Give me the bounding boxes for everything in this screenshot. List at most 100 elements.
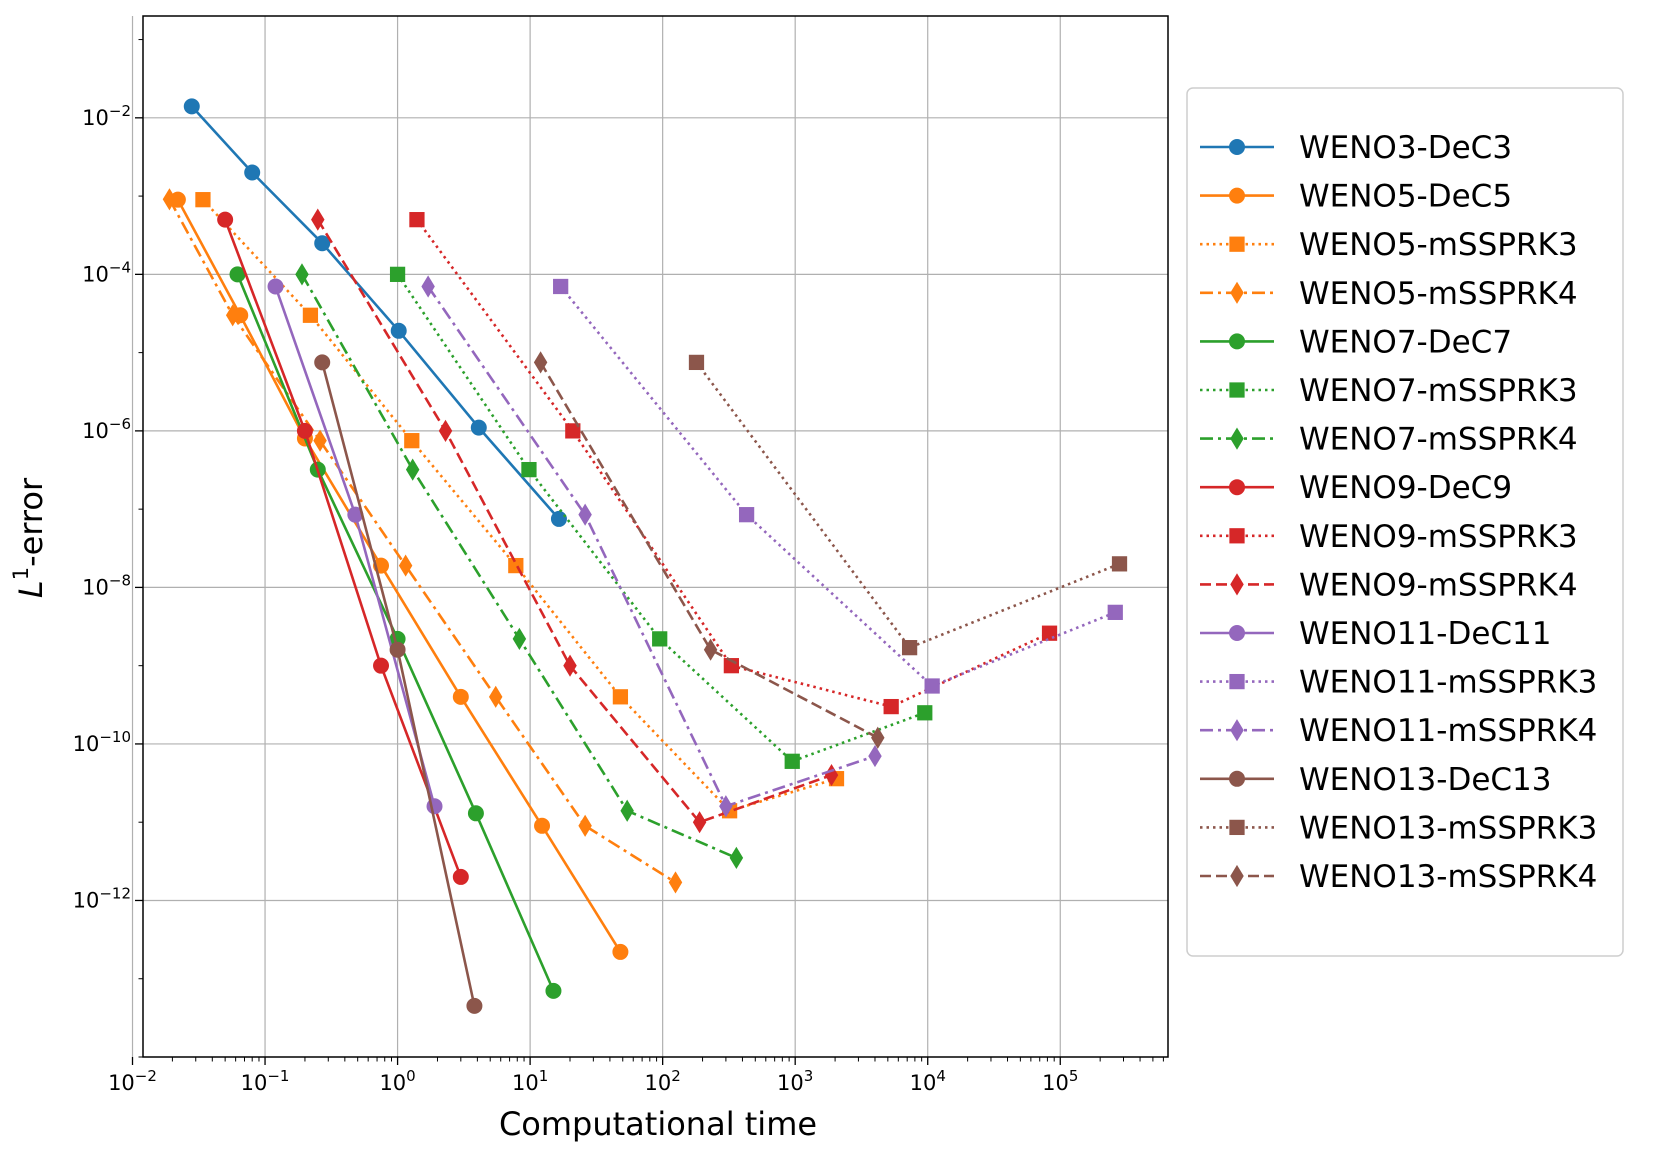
- data-point-weno9-mssprk3: [883, 698, 899, 715]
- series-weno7-mssprk3: [389, 266, 933, 769]
- legend-entry-weno13-dec13: WENO13-DeC13: [1200, 762, 1552, 798]
- data-point-weno9-mssprk4: [438, 419, 453, 442]
- data-point-weno9-mssprk4: [563, 654, 577, 677]
- data-point-weno11-mssprk3: [1107, 604, 1123, 620]
- y-axis-label: L1-error: [9, 477, 50, 598]
- data-point-weno3-dec3: [183, 98, 200, 115]
- legend-marker-weno9-mssprk4: [1230, 573, 1244, 596]
- data-point-weno11-dec11: [267, 278, 284, 295]
- x-tick-label: 10−2: [108, 1067, 157, 1095]
- legend-entry-weno13-mssprk4: WENO13-mSSPRK4: [1200, 859, 1597, 895]
- legend-entry-weno5-dec5: WENO5-DeC5: [1200, 179, 1512, 215]
- legend-entry-weno11-mssprk4: WENO11-mSSPRK4: [1200, 713, 1597, 749]
- data-point-weno5-dec5: [612, 943, 629, 960]
- x-tick-label: 105: [1042, 1067, 1078, 1095]
- legend-label-weno7-mssprk3: WENO7-mSSPRK3: [1299, 373, 1578, 409]
- legend-entry-weno13-mssprk3: WENO13-mSSPRK3: [1200, 810, 1597, 846]
- legend-marker-weno7-dec7: [1229, 333, 1245, 350]
- data-point-weno5-mssprk4: [488, 685, 503, 708]
- data-point-weno11-mssprk3: [553, 278, 569, 295]
- data-point-weno5-mssprk4: [162, 188, 177, 211]
- x-tick-label: 102: [645, 1067, 681, 1095]
- series-weno13-mssprk4: [533, 351, 885, 749]
- data-point-weno3-dec3: [470, 419, 487, 436]
- legend-label-weno5-dec5: WENO5-DeC5: [1299, 179, 1512, 215]
- legend-entry-weno5-mssprk4: WENO5-mSSPRK4: [1200, 276, 1578, 312]
- data-point-weno7-dec7: [545, 982, 562, 999]
- data-point-weno13-mssprk4: [871, 726, 885, 749]
- legend-marker-weno13-dec13: [1229, 770, 1245, 787]
- legend-entry-weno11-mssprk3: WENO11-mSSPRK3: [1200, 665, 1597, 701]
- legend-label-weno13-mssprk3: WENO13-mSSPRK3: [1299, 810, 1597, 846]
- series-line-weno11-mssprk3: [559, 285, 1116, 688]
- legend-marker-weno13-mssprk3: [1229, 819, 1245, 836]
- data-point-weno5-mssprk4: [668, 871, 683, 894]
- data-point-weno7-mssprk3: [389, 266, 406, 282]
- legend-entry-weno3-dec3: WENO3-DeC3: [1200, 130, 1512, 166]
- legend-entry-weno5-mssprk3: WENO5-mSSPRK3: [1200, 227, 1578, 263]
- data-point-weno3-dec3: [390, 322, 407, 339]
- series-line-weno11-mssprk4: [427, 285, 876, 808]
- legend-label-weno5-mssprk4: WENO5-mSSPRK4: [1299, 276, 1578, 312]
- data-point-weno11-mssprk4: [719, 795, 733, 818]
- data-point-weno13-dec13: [314, 354, 331, 371]
- data-point-weno7-mssprk4: [620, 799, 634, 822]
- data-point-weno7-mssprk3: [652, 631, 668, 647]
- data-point-weno13-mssprk3: [901, 640, 918, 656]
- data-point-weno11-mssprk3: [738, 507, 755, 523]
- data-point-weno5-dec5: [534, 817, 551, 834]
- data-point-weno5-mssprk3: [302, 307, 319, 323]
- legend: WENO3-DeC3 WENO5-DeC5 WENO5-mSSPRK3 WENO5-m…: [1186, 87, 1624, 957]
- data-point-weno5-mssprk3: [404, 433, 420, 449]
- legend-marker-weno5-dec5: [1229, 187, 1245, 204]
- legend-marker-weno5-mssprk4: [1230, 281, 1244, 304]
- data-point-weno5-mssprk4: [578, 814, 592, 837]
- legend-label-weno7-dec7: WENO7-DeC7: [1299, 324, 1512, 360]
- plot-frame: [142, 15, 1169, 1058]
- data-point-weno5-mssprk3: [195, 192, 211, 208]
- data-point-weno13-dec13: [466, 997, 483, 1014]
- x-axis-label: Computational time: [499, 1105, 817, 1143]
- grid: [131, 16, 1168, 1057]
- y-axis-label-rest: -error: [12, 477, 50, 567]
- legend-entry-weno9-mssprk4: WENO9-mSSPRK4: [1200, 567, 1578, 603]
- legend-marker-weno7-mssprk3: [1229, 382, 1245, 398]
- plot-series: [162, 98, 1128, 1014]
- series-weno7-dec7: [229, 266, 562, 999]
- x-tick-label: 103: [777, 1067, 813, 1095]
- data-point-weno11-mssprk4: [868, 744, 882, 768]
- series-weno9-dec9: [217, 211, 469, 885]
- series-weno11-mssprk3: [553, 278, 1123, 694]
- data-point-weno9-mssprk4: [311, 208, 325, 231]
- legend-entry-weno9-mssprk3: WENO9-mSSPRK3: [1200, 519, 1578, 555]
- legend-marker-weno7-mssprk4: [1230, 427, 1244, 450]
- data-point-weno5-mssprk4: [225, 304, 240, 327]
- x-tick-label: 104: [910, 1067, 946, 1095]
- data-point-weno7-mssprk3: [521, 461, 537, 478]
- data-point-weno13-mssprk4: [703, 638, 718, 661]
- y-tick-label: 10−10: [73, 728, 131, 756]
- data-point-weno9-mssprk3: [565, 423, 581, 439]
- data-point-weno9-mssprk4: [692, 811, 707, 834]
- legend-marker-weno9-mssprk3: [1229, 528, 1245, 544]
- legend-label-weno11-mssprk3: WENO11-mSSPRK3: [1299, 665, 1597, 701]
- legend-entry-weno11-dec11: WENO11-DeC11: [1200, 616, 1552, 652]
- y-tick-label: 10−12: [73, 884, 131, 912]
- data-point-weno7-mssprk4: [295, 263, 309, 286]
- series-line-weno3-dec3: [190, 105, 560, 520]
- data-point-weno13-mssprk4: [533, 351, 548, 374]
- data-point-weno9-dec9: [452, 868, 469, 885]
- data-point-weno11-mssprk4: [578, 503, 592, 526]
- series-weno13-mssprk3: [688, 354, 1128, 656]
- data-point-weno5-mssprk4: [398, 554, 413, 577]
- data-point-weno11-mssprk3: [924, 678, 940, 694]
- legend-label-weno13-mssprk4: WENO13-mSSPRK4: [1299, 859, 1597, 895]
- legend-label-weno3-dec3: WENO3-DeC3: [1299, 130, 1512, 166]
- data-point-weno7-dec7: [467, 805, 484, 822]
- data-point-weno5-mssprk4: [313, 429, 327, 452]
- legend-label-weno11-dec11: WENO11-DeC11: [1299, 616, 1552, 652]
- data-point-weno3-dec3: [314, 235, 331, 252]
- series-line-weno13-mssprk3: [695, 361, 1120, 649]
- x-tick-label: 101: [512, 1067, 548, 1095]
